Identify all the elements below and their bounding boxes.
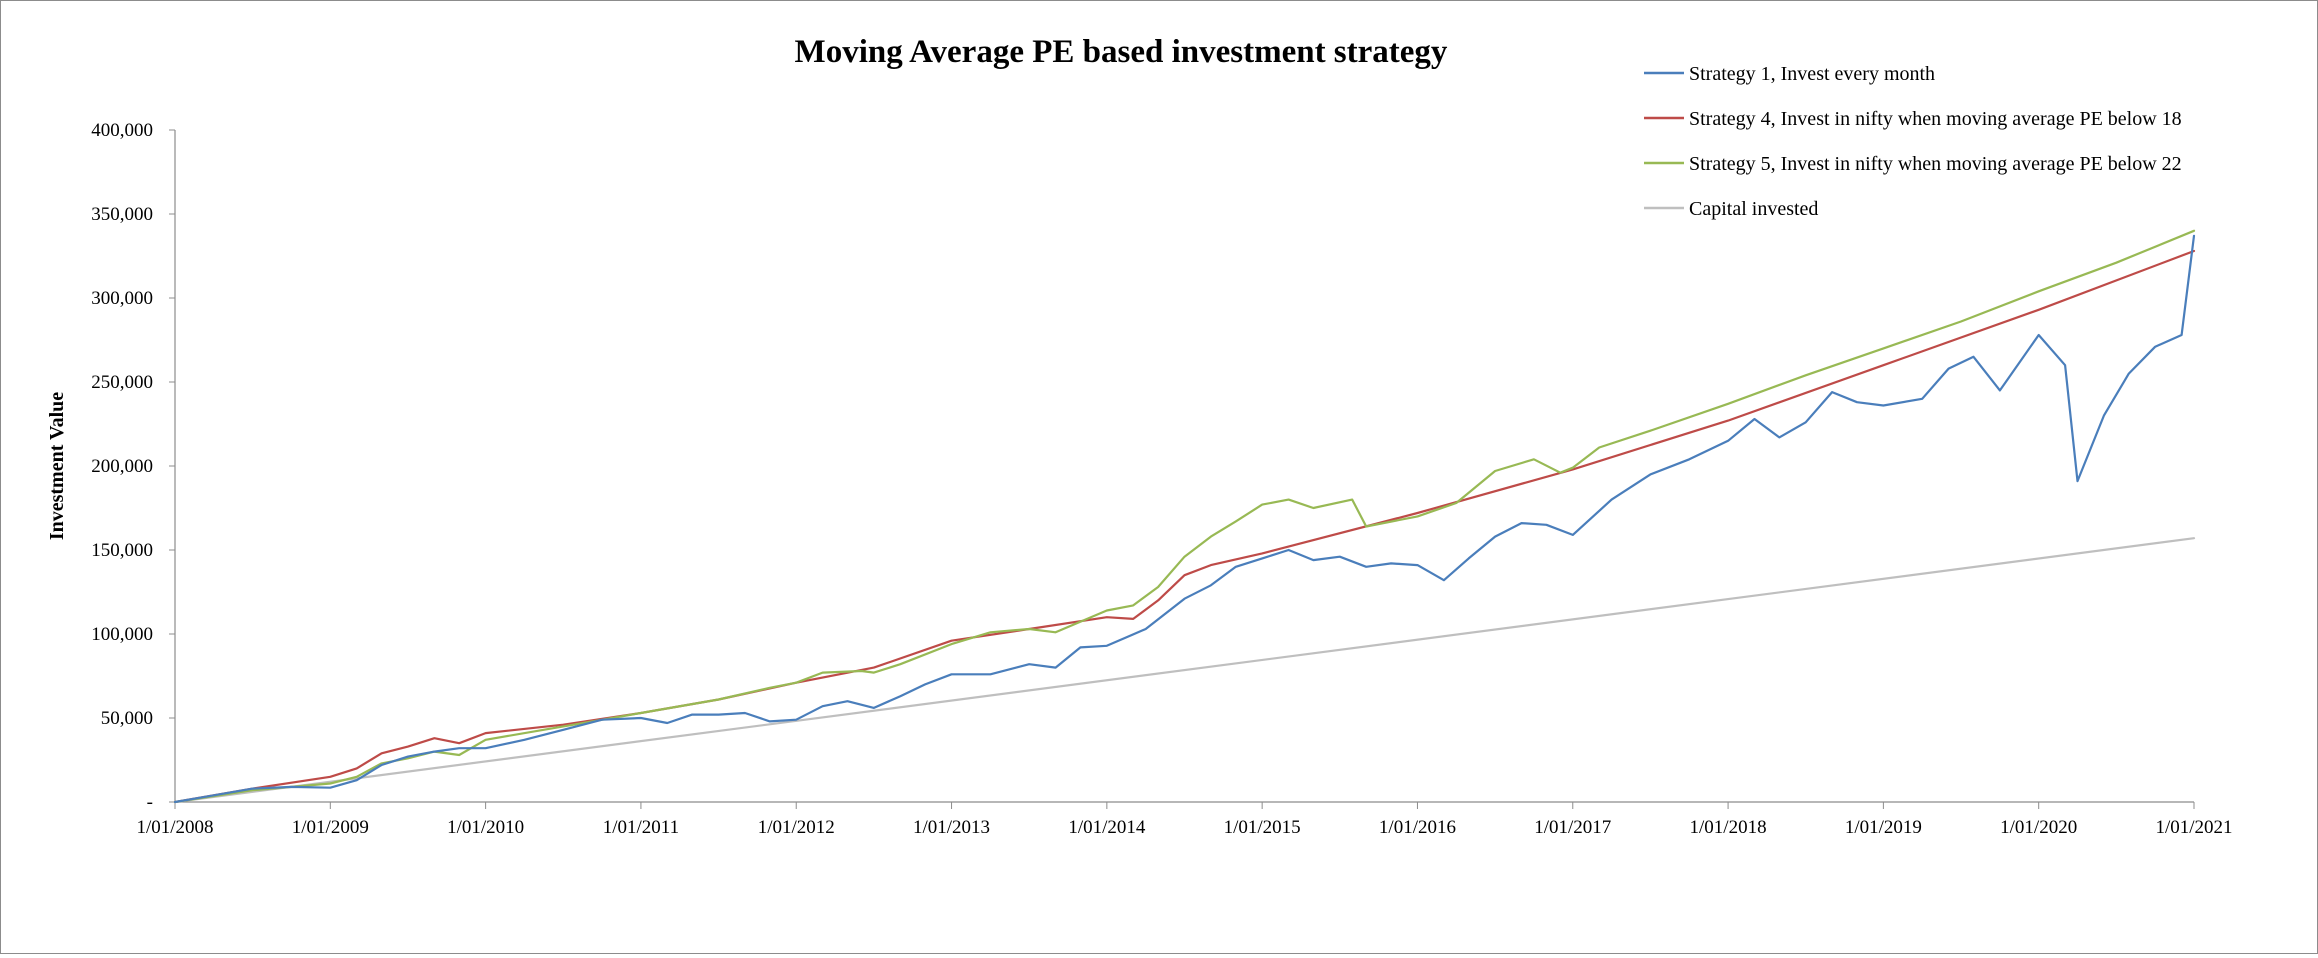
x-tick-label: 1/01/2008 [136, 817, 213, 838]
plot-lines [173, 229, 2196, 804]
x-tick-label: 1/01/2014 [1068, 817, 1146, 838]
x-tick-label: 1/01/2016 [1379, 817, 1456, 838]
legend-label: Strategy 1, Invest every month [1689, 63, 1935, 85]
y-axis-label: Investment Value [46, 392, 68, 540]
x-tick-label: 1/01/2010 [447, 817, 524, 838]
series-line-1 [173, 234, 2196, 804]
y-tick-label: 300,000 [91, 288, 153, 309]
series-line-3 [173, 229, 2196, 804]
y-tick-label: 250,000 [91, 372, 153, 393]
legend: Strategy 1, Invest every month Strategy 4… [1644, 63, 2182, 220]
series-line-4 [173, 537, 2196, 804]
x-tick-label: 1/01/2019 [1845, 817, 1922, 838]
x-tick-label: 1/01/2021 [2155, 817, 2232, 838]
x-tick-label: 1/01/2015 [1224, 817, 1301, 838]
y-tick-label: - [147, 792, 153, 813]
axes: - 50,000 100,000 150,000 200,000 250,000 300,0… [91, 120, 2232, 838]
y-tick-label: 350,000 [91, 204, 153, 225]
legend-label: Strategy 4, Invest in nifty when moving … [1689, 108, 2182, 130]
x-tick-label: 1/01/2009 [292, 817, 369, 838]
x-tick-label: 1/01/2011 [603, 817, 679, 838]
legend-label: Capital invested [1689, 198, 1818, 220]
series-line-2 [173, 249, 2196, 804]
y-tick-label: 50,000 [101, 708, 153, 729]
x-tick-label: 1/01/2017 [1534, 817, 1611, 838]
x-tick-label: 1/01/2020 [2000, 817, 2077, 838]
legend-label: Strategy 5, Invest in nifty when moving … [1689, 153, 2182, 175]
x-tick-label: 1/01/2012 [758, 817, 835, 838]
y-tick-label: 200,000 [91, 456, 153, 477]
y-tick-label: 400,000 [91, 120, 153, 141]
x-tick-label: 1/01/2013 [913, 817, 990, 838]
x-tick-label: 1/01/2018 [1690, 817, 1767, 838]
chart-title: Moving Average PE based investment strat… [795, 34, 1448, 70]
y-tick-label: 150,000 [91, 540, 153, 561]
y-tick-label: 100,000 [91, 624, 153, 645]
